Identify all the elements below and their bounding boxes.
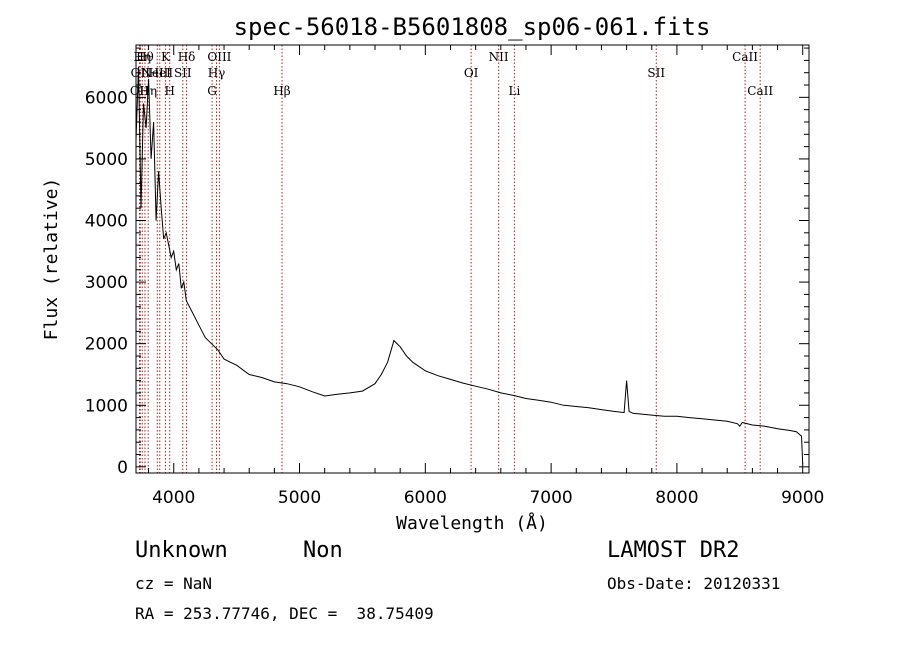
y-tick-label: 1000 bbox=[85, 396, 128, 416]
y-axis-label: Flux (relative) bbox=[41, 178, 62, 341]
spectral-line-markers: OIIOIIHηHθHηNeIIIHeIKHSIIHδGHγOIIIHβOINI… bbox=[130, 45, 773, 473]
x-tick-label: 8000 bbox=[655, 488, 698, 508]
x-tick-label: 9000 bbox=[781, 488, 824, 508]
y-tick-label: 6000 bbox=[85, 88, 128, 108]
survey-name: LAMOST DR2 bbox=[607, 538, 740, 563]
x-tick-label: 6000 bbox=[404, 488, 447, 508]
y-tick-label: 2000 bbox=[85, 335, 128, 355]
spectral-line-label: G bbox=[207, 84, 217, 98]
x-axis-label: Wavelength (Å) bbox=[396, 512, 548, 534]
x-tick-label: 4000 bbox=[152, 488, 195, 508]
spectral-line-label: OI bbox=[464, 66, 479, 80]
x-tick-label: 7000 bbox=[529, 488, 572, 508]
spectrum-line bbox=[135, 66, 804, 464]
spectral-line-label: Li bbox=[508, 84, 520, 98]
spectral-line-label: H bbox=[164, 84, 174, 98]
x-tick-label: 5000 bbox=[278, 488, 321, 508]
spectral-line-label: NII bbox=[489, 50, 509, 64]
redshift-value: cz = NaN bbox=[135, 574, 213, 593]
spectral-line-label: OIII bbox=[207, 50, 231, 64]
object-subclass: Non bbox=[303, 538, 343, 563]
y-tick-label: 5000 bbox=[85, 150, 128, 170]
spectral-line-label: Hγ bbox=[208, 66, 226, 80]
spectral-line-label: SII bbox=[647, 66, 665, 80]
spectral-line-label: CaII bbox=[747, 84, 773, 98]
spectral-line-label: Hθ bbox=[136, 50, 154, 64]
y-axis-ticks: 0 1000 2000 3000 4000 5000 6000 bbox=[85, 47, 809, 478]
spectral-line-label: K bbox=[161, 50, 171, 64]
object-class: Unknown bbox=[135, 538, 228, 563]
spectral-line-label: SII bbox=[174, 66, 192, 80]
spectral-line-label: HeI bbox=[149, 66, 172, 80]
spectral-line-label: CaII bbox=[732, 50, 758, 64]
spectral-line-label: Hβ bbox=[273, 84, 290, 98]
coordinates: RA = 253.77746, DEC = 38.75409 bbox=[135, 604, 434, 623]
y-tick-label: 4000 bbox=[85, 212, 128, 232]
x-axis-ticks: 4000 5000 6000 7000 8000 9000 bbox=[148, 45, 824, 508]
plot-frame bbox=[135, 44, 810, 474]
y-tick-label: 3000 bbox=[85, 273, 128, 293]
spectral-line-label: Hδ bbox=[178, 50, 196, 64]
chart-title: spec-56018-B5601808_sp06-061.fits bbox=[234, 13, 711, 41]
y-tick-label: 0 bbox=[117, 458, 128, 478]
observation-date: Obs-Date: 20120331 bbox=[607, 574, 781, 593]
